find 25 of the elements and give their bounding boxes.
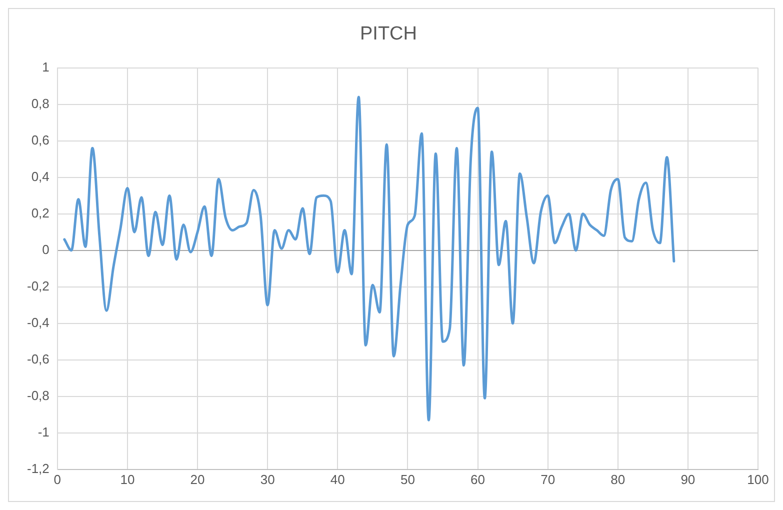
y-tick-label: -1 <box>38 424 50 440</box>
x-tick-label: 0 <box>54 472 62 487</box>
x-tick-label: 100 <box>747 472 769 487</box>
y-tick-label: 0,8 <box>31 96 50 111</box>
x-tick-label: 50 <box>400 472 415 487</box>
x-tick-label: 20 <box>190 472 205 487</box>
y-tick-label: 1 <box>42 59 50 74</box>
x-tick-label: 90 <box>680 472 696 487</box>
y-tick-label: 0,4 <box>31 168 50 184</box>
line-series <box>63 96 676 422</box>
y-tick-label: -0,2 <box>26 278 50 294</box>
x-tick-label: 70 <box>540 472 556 487</box>
x-tick-label: 30 <box>260 472 275 487</box>
y-tick-label: 0 <box>42 242 50 257</box>
y-tick-label: -0,4 <box>26 314 50 330</box>
x-tick-label: 40 <box>330 472 345 487</box>
y-tick-label: -1,2 <box>26 460 50 476</box>
x-tick-label: 60 <box>470 472 485 487</box>
y-tick-label: 0,6 <box>31 132 50 148</box>
y-tick-label: -0,8 <box>26 388 50 403</box>
x-tick-label: 10 <box>120 472 135 487</box>
x-tick-label: 80 <box>610 472 626 487</box>
y-tick-label: 0,2 <box>31 205 50 220</box>
chart-title: PITCH <box>360 24 417 45</box>
y-tick-label: -0,6 <box>26 351 50 366</box>
